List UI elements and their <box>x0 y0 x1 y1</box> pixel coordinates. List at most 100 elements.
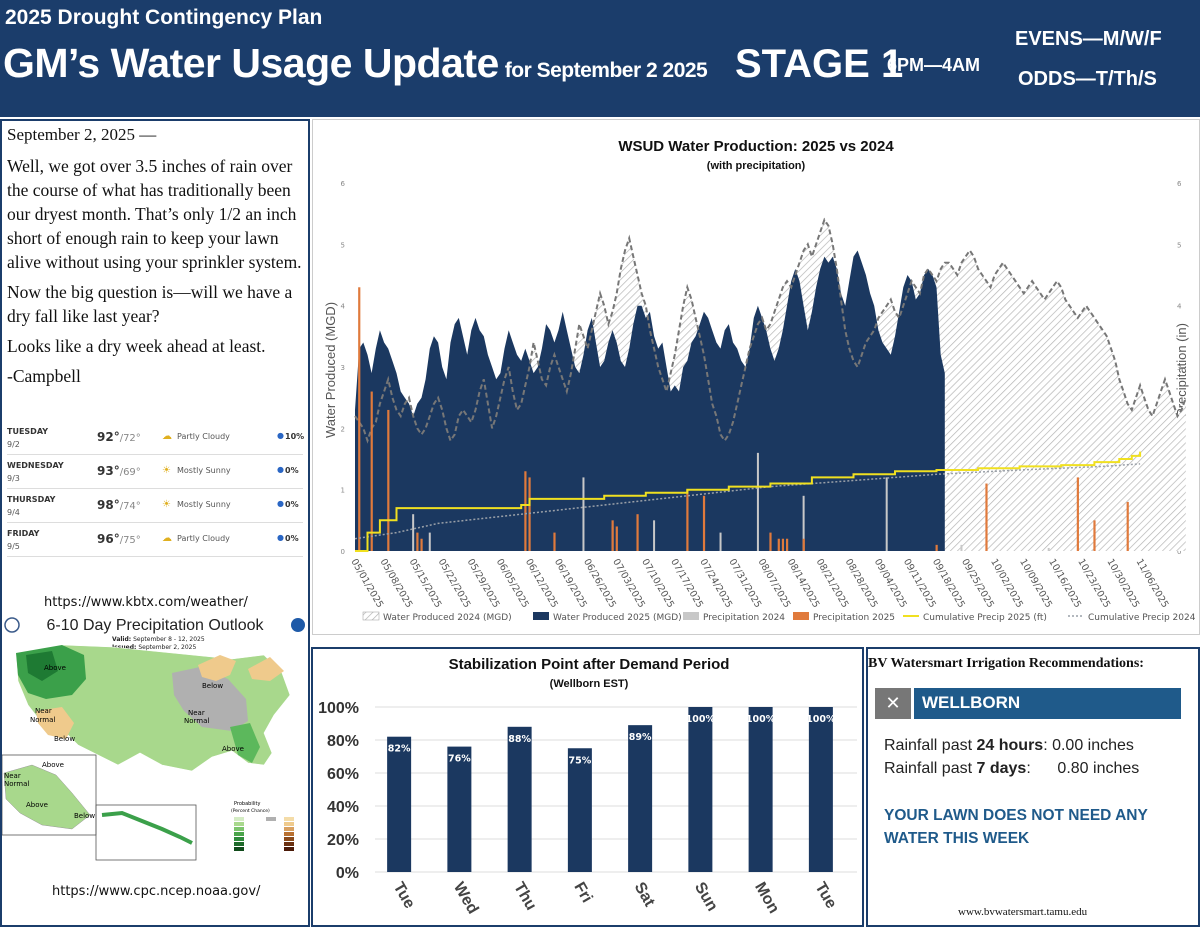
y-tick-label: 0% <box>336 865 359 882</box>
precip-2025-bar <box>777 538 780 551</box>
y-tick-label: 3 <box>341 364 345 372</box>
close-icon[interactable]: ✕ <box>875 688 911 719</box>
bar <box>748 707 773 872</box>
update-note: September 2, 2025 — Well, we got over 3.… <box>7 125 307 394</box>
watersmart-link[interactable]: www.bvwatersmart.tamu.edu <box>958 906 1088 918</box>
map-label-normal: Normal <box>4 780 29 788</box>
stage-label: STAGE 1 <box>735 42 904 86</box>
bar <box>507 726 532 872</box>
y2-tick-label: 4 <box>1177 303 1182 311</box>
precip-2025-bar <box>358 287 361 551</box>
raindrop-icon: ● <box>277 431 284 440</box>
map-label-above: Above <box>26 801 48 809</box>
y-tick-label: 40% <box>327 799 359 816</box>
legend-label: Water Produced 2024 (MGD) <box>383 613 512 623</box>
y2-tick-label: 0 <box>1177 548 1181 556</box>
left-panel: September 2, 2025 — Well, we got over 3.… <box>0 119 310 927</box>
near-normal-east <box>172 667 248 731</box>
y-tick-label: 2 <box>341 425 345 433</box>
y-tick-label: 4 <box>341 303 346 311</box>
bar-value-label: 100% <box>806 714 836 725</box>
forecast-precip-chance: 0% <box>285 534 299 543</box>
bar-value-label: 89% <box>629 732 652 743</box>
forecast-precip-chance: 0% <box>285 466 299 475</box>
forecast-temp: 92°/72° <box>97 430 141 444</box>
bar-value-label: 75% <box>569 755 592 766</box>
cumulative-2024-line <box>354 463 1141 540</box>
forecast-high: 98° <box>97 498 120 512</box>
cumulative-2025-line <box>355 451 1142 552</box>
x-tick-label: Tue <box>811 880 839 912</box>
precip-2025-bar <box>553 532 556 551</box>
bar-value-label: 82% <box>388 744 411 755</box>
kbtx-link[interactable]: https://www.kbtx.com/weather/ <box>44 595 248 610</box>
x-tick-label: Mon <box>751 880 782 917</box>
forecast-day: TUESDAY <box>7 427 49 436</box>
above-southeast <box>230 723 260 763</box>
legend-swatch <box>793 612 809 620</box>
forecast-condition: Partly Cloudy <box>177 534 230 543</box>
alaska-frame <box>2 754 97 836</box>
issued-label: Issued: <box>112 644 137 651</box>
legend-label: Water Produced 2025 (MGD) <box>553 613 682 623</box>
y-tick-label: 5 <box>341 241 345 249</box>
forecast-date: 9/4 <box>7 508 20 517</box>
below-greatlakes <box>198 655 236 681</box>
stab-title: Stabilization Point after Demand Period <box>449 656 730 673</box>
legend-probability: Probability <box>234 801 260 807</box>
x-tick-label: Wed <box>450 880 481 917</box>
y-tick-label: 80% <box>327 733 359 750</box>
cpc-link[interactable]: https://www.cpc.ncep.noaa.gov/ <box>52 884 261 899</box>
page-title: GM’s Water Usage Update for September 2 2… <box>3 40 708 87</box>
rain7-label: Rainfall past <box>884 760 977 777</box>
forecast-day: WEDNESDAY <box>7 461 64 470</box>
y2-tick-label: 6 <box>1177 180 1182 188</box>
bar <box>808 707 833 872</box>
x-tick-label: Thu <box>510 880 539 914</box>
precip-2024-bar <box>428 532 431 551</box>
alaska-shape <box>3 764 91 830</box>
watersmart-panel: BV Watersmart Irrigation Recommendations… <box>866 647 1200 927</box>
forecast-precip-chance: 0% <box>285 500 299 509</box>
y-tick-label: 100% <box>318 700 359 717</box>
forecast-date: 9/3 <box>7 474 20 483</box>
sun-icon: ☀ <box>162 499 171 510</box>
legend-label: Precipitation 2025 <box>813 613 895 623</box>
precip-2025-bar <box>420 538 423 551</box>
forecast-low: /74° <box>119 501 141 512</box>
map-label-normal: Normal <box>184 717 209 725</box>
outlook-map-svg: Above Near Normal Below Below Near Norma… <box>2 617 305 861</box>
precip-2024-bar <box>1047 547 1050 551</box>
precip-2025-bar <box>528 477 531 551</box>
forecast-row: WEDNESDAY 9/3 93°/69° ☀ Mostly Sunny ● 0… <box>7 455 303 489</box>
bar <box>567 748 592 872</box>
note-signature: -Campbell <box>7 366 81 386</box>
bar <box>628 725 653 872</box>
hawaii-shape <box>101 810 193 845</box>
precip-2025-bar <box>781 538 785 551</box>
odds-schedule: ODDS—T/Th/S <box>1018 68 1157 90</box>
below-southwest <box>36 707 74 739</box>
map-label-near: Near <box>35 707 52 715</box>
forecast-condition: Mostly Sunny <box>177 500 231 509</box>
precip-2025-bar <box>769 532 772 551</box>
precip-2025-bar <box>935 544 938 551</box>
precip-2025-bar <box>636 514 639 551</box>
y2-tick-label: 5 <box>1177 241 1181 249</box>
y-tick-label: 6 <box>341 180 346 188</box>
rain24-value: : 0.00 inches <box>1043 737 1134 754</box>
forecast-row: THURSDAY 9/4 98°/74° ☀ Mostly Sunny ● 0% <box>7 489 303 523</box>
raindrop-icon: ● <box>277 499 284 508</box>
restricted-hours: 6PM—4AM <box>887 55 981 75</box>
bar-value-label: 88% <box>508 734 531 745</box>
outlook-dates: Valid: September 8 - 12, 2025 Issued: Se… <box>112 636 205 652</box>
x-tick-label: Fri <box>570 880 595 906</box>
precip-2025-bar <box>786 538 789 551</box>
forecast-date: 9/5 <box>7 542 20 551</box>
header-banner: 2025 Drought Contingency Plan GM’s Water… <box>0 0 1200 117</box>
x-tick-label: Sun <box>691 880 721 915</box>
forecast-temp: 98°/74° <box>97 498 141 512</box>
legend-label: Cumulative Precip 2024 (ft) <box>1088 613 1199 623</box>
y-tick-label: 0 <box>341 548 345 556</box>
valid-label: Valid: <box>112 636 132 643</box>
